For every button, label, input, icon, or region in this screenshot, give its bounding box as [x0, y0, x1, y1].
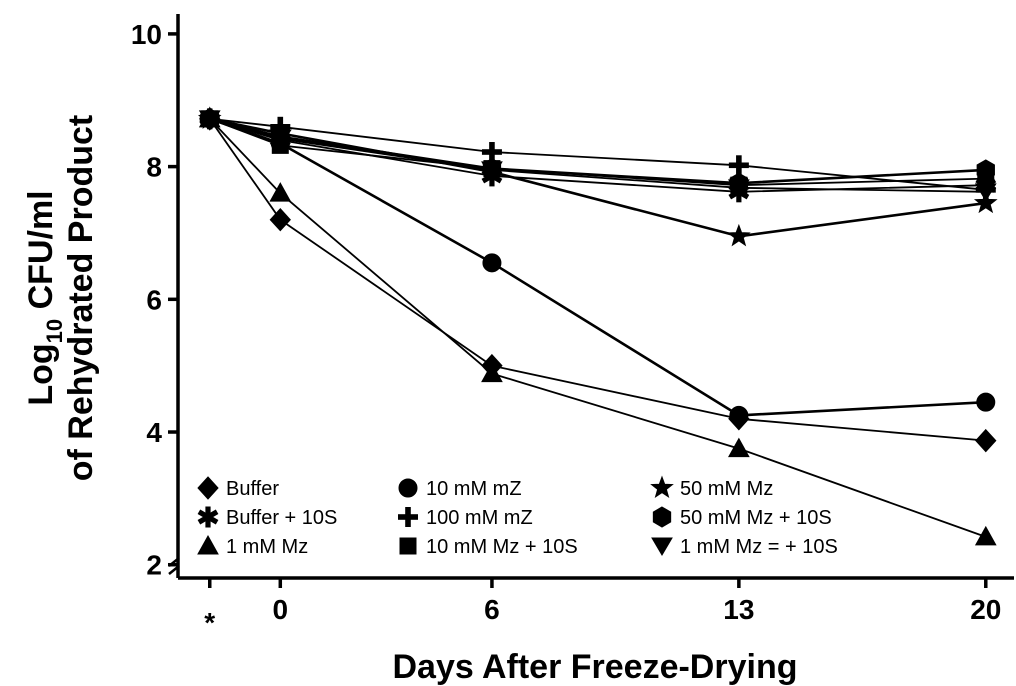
- data-point: [974, 183, 997, 202]
- y-axis-title-subscript: 10: [42, 319, 67, 343]
- legend-label: 10 mM Mz + 10S: [426, 536, 578, 558]
- data-point: [727, 223, 751, 247]
- axes-layer: [168, 14, 1014, 588]
- data-point: [269, 207, 291, 232]
- y-axis-title-line-2: of Rehydrated Product: [62, 115, 100, 481]
- legend-item: 100 mM mZ: [398, 507, 533, 529]
- y-axis-title: Log10 CFU/ml of Rehydrated Product: [22, 115, 100, 481]
- data-point: [481, 362, 503, 383]
- series-6: [201, 110, 995, 194]
- legend-item: 50 mM Mz + 10S: [652, 506, 832, 529]
- data-point: [727, 179, 750, 198]
- y-tick-label: 8: [146, 152, 162, 183]
- data-point: [269, 130, 292, 149]
- legend-label: 50 mM Mz: [680, 478, 773, 500]
- legend-item: 50 mM Mz: [650, 475, 773, 500]
- legend-label: Buffer: [226, 478, 279, 500]
- legend-label: Buffer + 10S: [226, 507, 337, 529]
- legend-label: 10 mM mZ: [426, 478, 522, 500]
- x-tick-label: 13: [723, 594, 754, 625]
- x-tick-label: 20: [970, 594, 1001, 625]
- series-9: [198, 110, 997, 202]
- x-tick-label: *: [204, 607, 215, 638]
- legend-marker: [197, 534, 219, 555]
- data-point: [975, 428, 997, 453]
- legend-marker: [651, 537, 673, 556]
- series-line: [208, 118, 986, 442]
- legend-item: 10 mM mZ: [398, 478, 522, 500]
- data-point: [482, 253, 502, 273]
- legend-item: 10 mM Mz + 10S: [399, 536, 578, 558]
- series-line: [209, 117, 986, 417]
- legend-label: 1 mM Mz = + 10S: [680, 536, 838, 558]
- legend-marker: [650, 475, 674, 499]
- legend-label: 100 mM mZ: [426, 507, 533, 529]
- data-point: [481, 161, 503, 180]
- series-8: [200, 108, 995, 194]
- x-tick-label: 6: [484, 594, 500, 625]
- legend-marker: [197, 506, 219, 528]
- legend-marker: [652, 506, 672, 528]
- data-point: [729, 405, 749, 425]
- x-axis-title: Days After Freeze-Drying: [393, 648, 798, 686]
- series-layer: [197, 106, 998, 546]
- y-tick-label: 2: [146, 550, 162, 581]
- legend-item: Buffer: [197, 476, 279, 500]
- data-point: [976, 159, 995, 181]
- y-tick-label: 4: [146, 417, 162, 448]
- legend-marker: [398, 507, 418, 527]
- data-point: [269, 182, 292, 202]
- data-point: [973, 190, 998, 214]
- legend-marker: [398, 478, 418, 498]
- legend-item: 1 mM Mz: [197, 534, 308, 558]
- legend-label: 1 mM Mz: [226, 536, 308, 558]
- legend: Buffer Buffer + 10S 1 mM Mz 10 mM mZ 100 mM …: [197, 475, 838, 558]
- series-line: [209, 117, 986, 191]
- tick-labels: 2 4 6 8 10 * 0 6 13 20: [131, 19, 1002, 638]
- series-5: [199, 108, 996, 200]
- y-axis-title-unit: CFU/ml: [22, 190, 60, 318]
- y-tick-label: 10: [131, 19, 162, 50]
- legend-label: 50 mM Mz + 10S: [680, 507, 832, 529]
- legend-item: 1 mM Mz = + 10S: [651, 536, 838, 558]
- legend-item: Buffer + 10S: [197, 506, 337, 529]
- data-point: [481, 142, 502, 163]
- legend-marker: [399, 537, 417, 555]
- y-tick-label: 6: [146, 284, 162, 315]
- series-1: [199, 107, 997, 453]
- legend-marker: [197, 476, 219, 500]
- data-point: [728, 437, 750, 458]
- y-axis-title-log: Log: [22, 343, 60, 405]
- data-point: [974, 525, 997, 546]
- y-axis-title-line-1: Log10 CFU/ml: [22, 190, 67, 405]
- series-2: [199, 108, 997, 203]
- data-point: [976, 392, 996, 412]
- x-tick-label: 0: [273, 594, 289, 625]
- data-point: [198, 110, 221, 129]
- data-point: [728, 155, 749, 176]
